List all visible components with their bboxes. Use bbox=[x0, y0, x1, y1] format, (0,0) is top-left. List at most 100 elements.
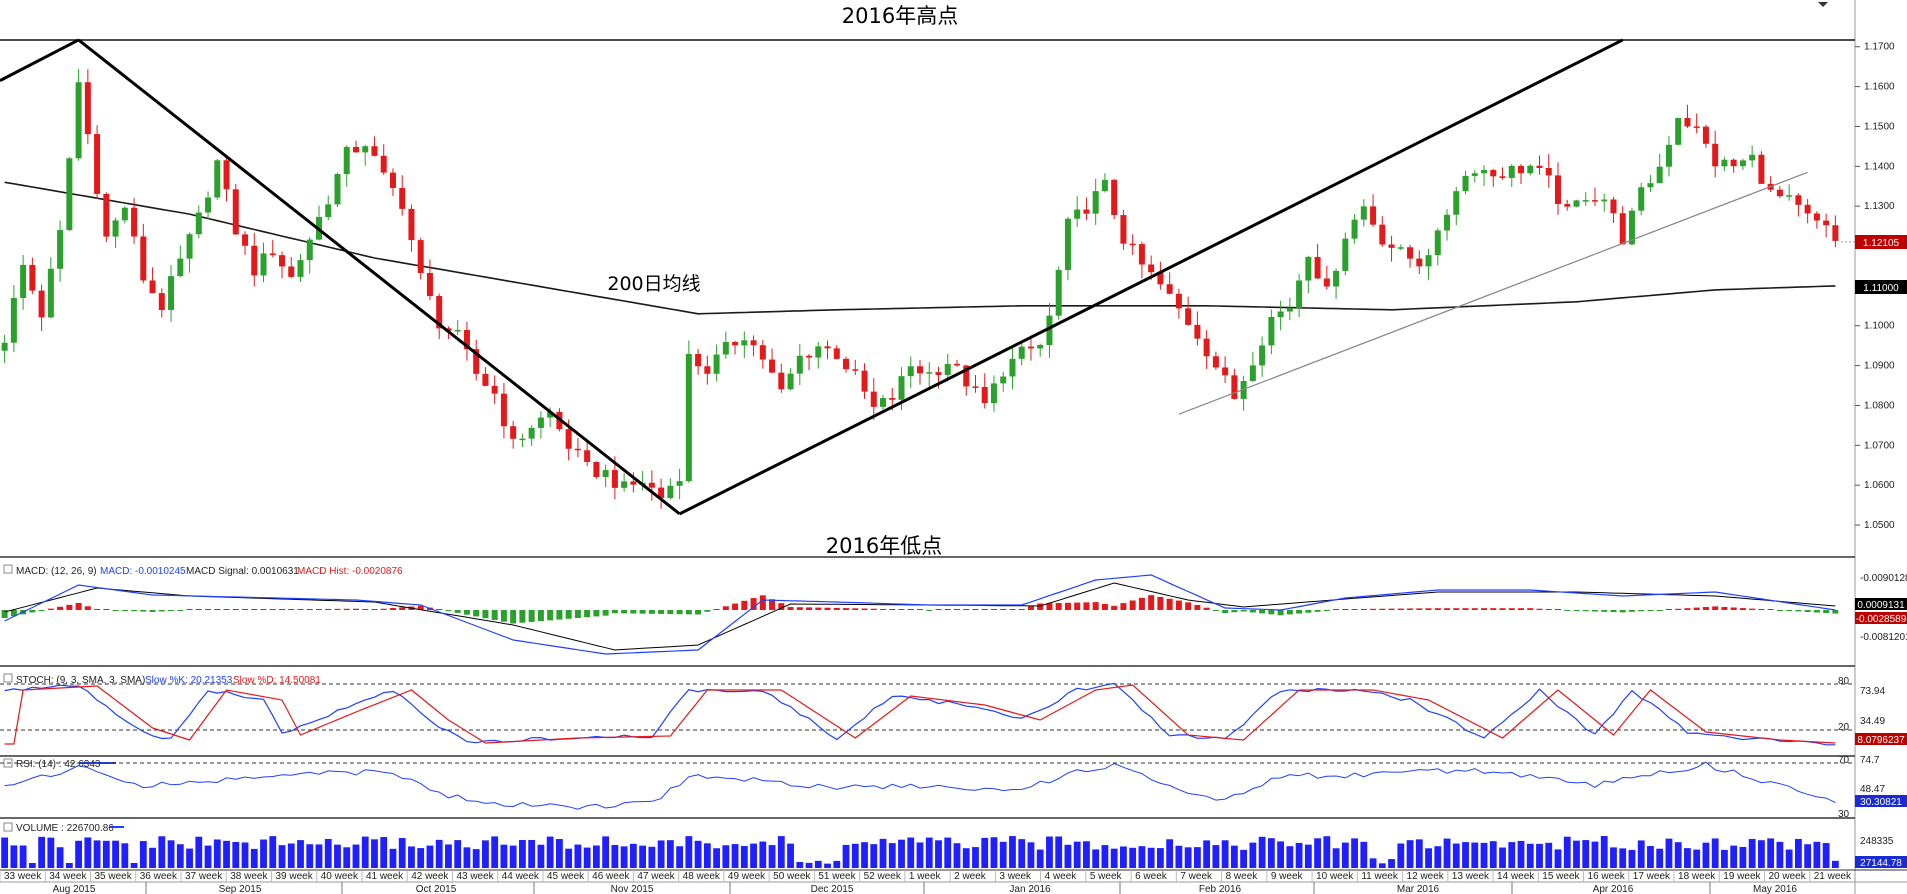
macd-hist-bar bbox=[1444, 608, 1451, 610]
volume-bar bbox=[842, 844, 850, 868]
volume-bar bbox=[306, 844, 314, 868]
candle-body bbox=[547, 411, 554, 418]
panel-toggle-icon[interactable] bbox=[3, 673, 13, 683]
candle-body bbox=[84, 82, 91, 135]
candle-body bbox=[251, 245, 258, 276]
candle-body bbox=[195, 212, 202, 235]
price-tick-label: 1.1500 bbox=[1864, 121, 1895, 132]
volume-bar bbox=[1471, 842, 1479, 868]
volume-bar bbox=[371, 839, 378, 868]
month-label: Nov 2015 bbox=[611, 884, 654, 894]
week-label: 14 week bbox=[1497, 871, 1535, 882]
volume-bar bbox=[925, 837, 933, 868]
macd-hist-bar bbox=[1037, 603, 1044, 610]
volume-bar bbox=[796, 861, 804, 868]
macd-hist-bar bbox=[288, 609, 295, 610]
volume-bar bbox=[1591, 841, 1599, 868]
candle-body bbox=[177, 258, 184, 277]
candle-body bbox=[1499, 176, 1506, 178]
candle-body bbox=[158, 293, 165, 310]
week-label: 6 week bbox=[1135, 871, 1168, 882]
macd-hist-bar bbox=[454, 610, 461, 613]
macd-hist-bar bbox=[1027, 606, 1034, 610]
macd-hist-bar bbox=[1601, 610, 1608, 612]
volume-bar bbox=[1360, 841, 1368, 868]
week-label: 21 week bbox=[1814, 871, 1852, 882]
volume-bar bbox=[1175, 845, 1183, 868]
volume-bar bbox=[1157, 848, 1164, 868]
volume-bar bbox=[361, 836, 369, 868]
volume-bar bbox=[1684, 848, 1691, 868]
volume-bar bbox=[907, 837, 915, 868]
volume-bar bbox=[1120, 846, 1127, 868]
panel-toggle-icon[interactable] bbox=[3, 822, 13, 832]
candle-body bbox=[981, 386, 988, 404]
candle-body bbox=[796, 355, 803, 374]
macd-hist-bar bbox=[843, 608, 850, 610]
macd-hist-bar bbox=[1203, 607, 1210, 610]
week-label: 40 week bbox=[321, 871, 359, 882]
candle-body bbox=[436, 296, 443, 329]
candle-body bbox=[1333, 270, 1340, 287]
macd-hist-bar bbox=[990, 609, 997, 610]
volume-bar bbox=[56, 847, 64, 868]
volume-bar bbox=[962, 848, 970, 868]
candle-body bbox=[1249, 365, 1256, 381]
volume-bar bbox=[824, 863, 831, 868]
volume-bar bbox=[657, 840, 665, 868]
candle-body bbox=[1111, 179, 1118, 216]
macd-hist-bar bbox=[1758, 609, 1765, 610]
volume-bar bbox=[1138, 846, 1146, 868]
macd-hist-bar bbox=[1018, 609, 1025, 610]
candle-body bbox=[1296, 280, 1303, 309]
volume-bar bbox=[509, 845, 517, 868]
price-axis: 1.17001.16001.15001.14001.13001.12001.11… bbox=[0, 39, 1895, 531]
last-price-value: 1.12105 bbox=[1863, 238, 1900, 249]
volume-bar bbox=[1332, 848, 1340, 868]
candle-body bbox=[1601, 199, 1608, 202]
candle-body bbox=[1314, 256, 1321, 279]
volume-bar bbox=[1480, 842, 1488, 868]
candle-body bbox=[1000, 376, 1007, 384]
candle-body bbox=[630, 481, 637, 485]
macd-hist-bar bbox=[195, 609, 202, 610]
macd-hist-bar bbox=[1591, 610, 1598, 612]
channel-support-line bbox=[1178, 171, 1808, 415]
candle-body bbox=[833, 348, 840, 359]
candle-body bbox=[1564, 203, 1571, 207]
volume-bar bbox=[1563, 836, 1571, 868]
candle-body bbox=[1416, 258, 1423, 267]
candle-body bbox=[1462, 175, 1469, 192]
macd-hist-bar bbox=[1120, 603, 1127, 610]
macd-hist-bar bbox=[325, 608, 332, 610]
candle-body bbox=[528, 427, 535, 439]
macd-hist-bar bbox=[1573, 610, 1580, 611]
candle-body bbox=[926, 372, 933, 374]
volume-bar bbox=[777, 836, 785, 868]
macd-hist-bar bbox=[1138, 597, 1145, 610]
macd-hist-bar bbox=[463, 610, 470, 615]
volume-bar bbox=[324, 838, 332, 868]
macd-hist-value: MACD Hist: -0.0020876 bbox=[297, 566, 403, 577]
volume-bar bbox=[315, 844, 323, 868]
volume-bar bbox=[223, 840, 230, 868]
candle-body bbox=[1518, 165, 1525, 174]
week-label: 5 week bbox=[1090, 871, 1123, 882]
volume-bar bbox=[241, 842, 249, 868]
candle-body bbox=[704, 366, 711, 374]
macd-hist-bar bbox=[242, 609, 249, 610]
volume-bar bbox=[833, 860, 841, 868]
volume-bar bbox=[1166, 839, 1174, 868]
volume-bar bbox=[1323, 836, 1331, 868]
panel-toggle-icon[interactable] bbox=[3, 564, 13, 574]
stoch-d-line bbox=[4, 684, 1836, 745]
price-tick-label: 1.0700 bbox=[1864, 440, 1895, 451]
candle-body bbox=[787, 373, 794, 390]
candle-body bbox=[306, 239, 313, 261]
volume-bar bbox=[121, 843, 129, 868]
volume-bar bbox=[445, 844, 452, 868]
macd-hist-bar bbox=[1314, 610, 1321, 612]
chevron-down-icon[interactable] bbox=[1818, 2, 1828, 7]
volume-bar bbox=[398, 838, 406, 868]
